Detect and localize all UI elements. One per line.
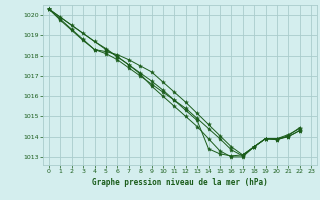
- X-axis label: Graphe pression niveau de la mer (hPa): Graphe pression niveau de la mer (hPa): [92, 178, 268, 187]
